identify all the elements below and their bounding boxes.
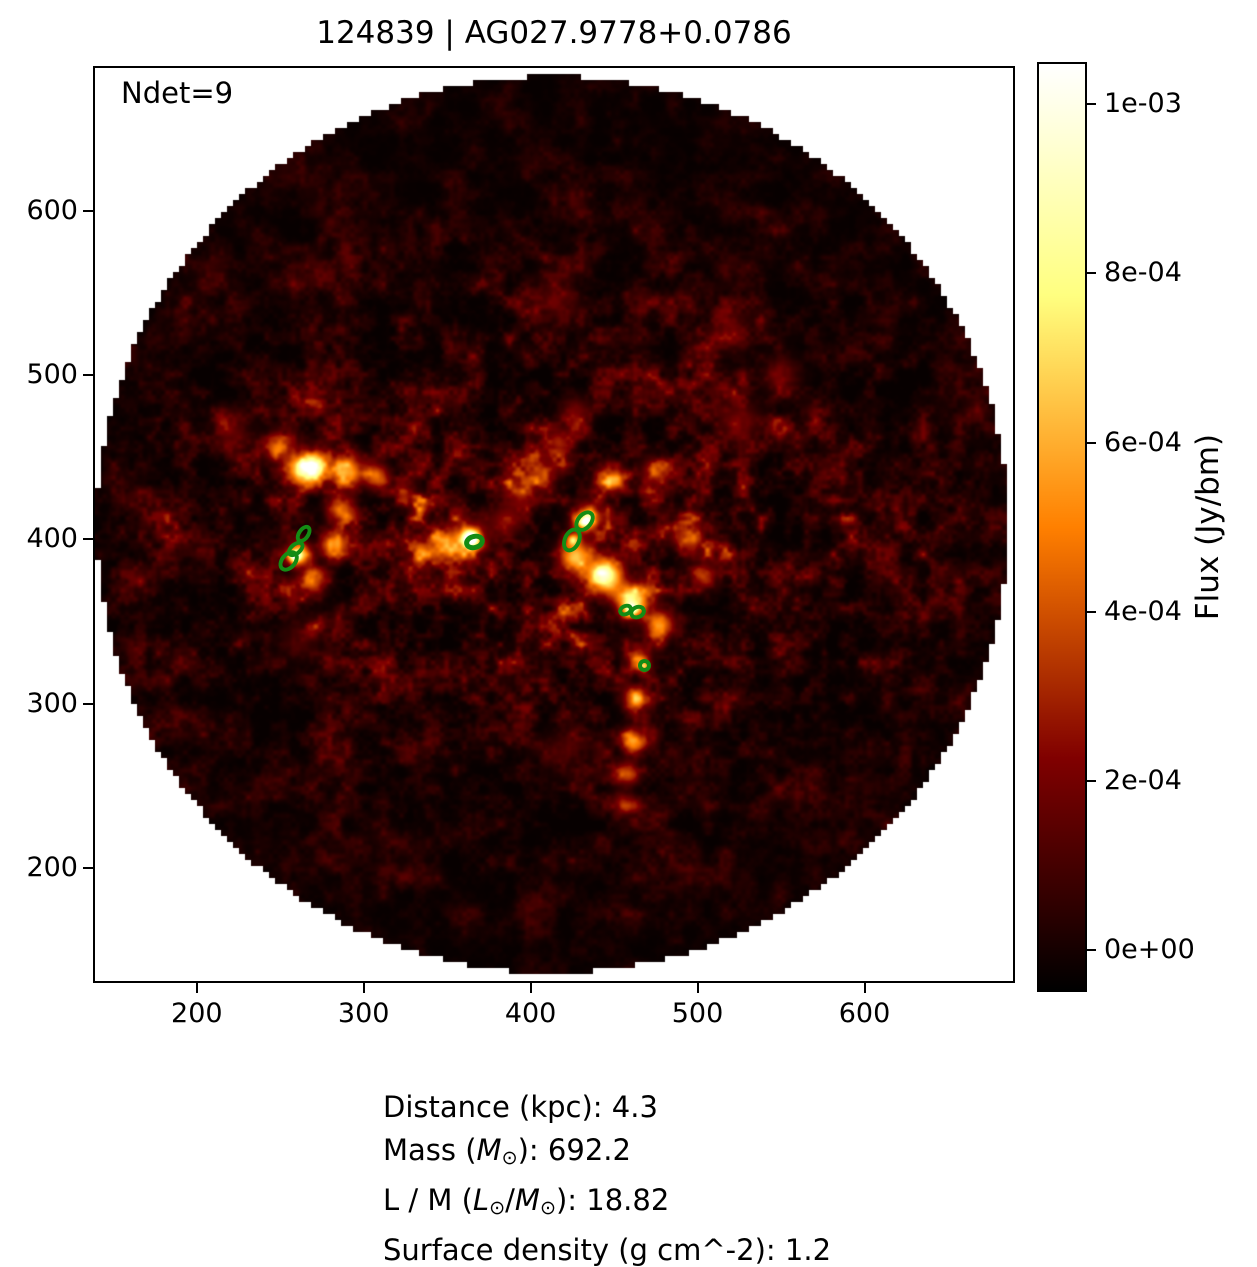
x-tick-mark <box>362 983 365 993</box>
annotation-segment: / <box>505 1183 515 1218</box>
colorbar-tick-label: 8e-04 <box>1104 257 1182 289</box>
annotation-line-3: L / M (L⊙/M⊙): 18.82 <box>383 1179 831 1229</box>
y-tick-label: 300 <box>26 687 78 719</box>
plot-area: Ndet=9 <box>93 66 1015 983</box>
colorbar-tick-label: 6e-04 <box>1104 426 1182 458</box>
colorbar-tick-mark <box>1087 103 1096 106</box>
annotation-segment: ): 18.82 <box>555 1183 670 1218</box>
plot-title: 124839 | AG027.9778+0.0786 <box>316 15 792 51</box>
y-tick-mark <box>83 538 93 541</box>
annotation-line-4: Surface density (g cm^-2): 1.2 <box>383 1229 831 1267</box>
colorbar-tick-mark <box>1087 779 1096 782</box>
annotation-segment: ⊙ <box>501 1146 518 1170</box>
x-tick-label: 300 <box>337 998 390 1029</box>
annotation-segment: M <box>476 1133 502 1167</box>
y-tick-label: 200 <box>26 851 78 883</box>
y-tick-mark <box>83 866 93 869</box>
annotation-line-1: Distance (kpc): 4.3 <box>383 1086 831 1129</box>
x-tick-label: 200 <box>171 998 223 1029</box>
colorbar-tick-label: 2e-04 <box>1104 764 1182 796</box>
y-tick-label: 400 <box>26 523 78 555</box>
y-tick-mark <box>83 702 93 705</box>
x-tick-mark <box>195 983 198 993</box>
colorbar-tick-mark <box>1087 948 1096 951</box>
flux-map-canvas <box>95 68 1013 981</box>
x-tick-label: 400 <box>504 998 557 1029</box>
annotation-segment: M <box>514 1183 540 1218</box>
annotation-segment: ⊙ <box>489 1196 506 1220</box>
annotation-segment: L <box>472 1183 490 1218</box>
colorbar <box>1037 62 1087 992</box>
x-tick-mark <box>696 983 699 993</box>
annotation-segment: Mass ( <box>383 1133 477 1167</box>
annotation-segment: ⊙ <box>539 1196 556 1220</box>
annotation-segment: Distance (kpc): 4.3 <box>383 1090 658 1124</box>
x-tick-label: 600 <box>838 998 891 1029</box>
annotation-segment: Surface density (g cm^-2): 1.2 <box>383 1233 832 1267</box>
annotation-line-2: Mass (M⊙): 692.2 <box>383 1129 831 1179</box>
colorbar-label: Flux (Jy/bm) <box>1190 433 1226 621</box>
y-tick-label: 500 <box>26 359 78 391</box>
colorbar-tick-label: 0e+00 <box>1104 933 1195 965</box>
colorbar-tick-label: 1e-03 <box>1104 88 1182 120</box>
annotation-segment: L / M ( <box>383 1183 473 1218</box>
colorbar-tick-mark <box>1087 610 1096 613</box>
colorbar-tick-mark <box>1087 441 1096 444</box>
ndet-annotation: Ndet=9 <box>121 76 234 110</box>
annotation-segment: ): 692.2 <box>517 1133 631 1167</box>
colorbar-tick-mark <box>1087 272 1096 275</box>
colorbar-tick-label: 4e-04 <box>1104 595 1182 627</box>
x-tick-mark <box>863 983 866 993</box>
y-tick-mark <box>83 209 93 212</box>
colorbar-gradient <box>1039 64 1085 990</box>
footer-annotations: Distance (kpc): 4.3 Mass (M⊙): 692.2 L / M… <box>383 1086 831 1267</box>
x-tick-mark <box>529 983 532 993</box>
detection-ellipse-9 <box>637 659 651 673</box>
x-tick-label: 500 <box>671 998 724 1029</box>
y-tick-label: 600 <box>26 194 78 226</box>
y-tick-mark <box>83 374 93 377</box>
